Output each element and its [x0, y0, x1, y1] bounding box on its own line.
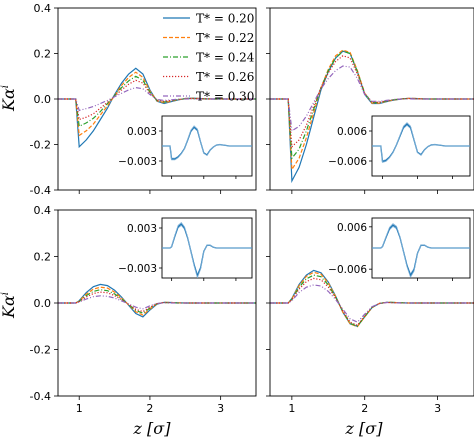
x-tick: 3	[217, 396, 224, 415]
inset-bottom-right: 0.006 −0.006	[328, 217, 471, 281]
series-group	[270, 269, 474, 328]
inset-y-tick: 0.006	[337, 222, 372, 234]
y-tick: -0.4	[30, 390, 58, 403]
inset-y-tick-label: 0.006	[337, 126, 367, 138]
xlabel-right: z [σ]	[345, 419, 384, 438]
panel-frame	[269, 7, 474, 191]
x-tick-label: 2	[361, 402, 368, 415]
series-line-5	[58, 295, 256, 310]
y-tick-label: 0.2	[34, 251, 52, 264]
y-tick-label: 0.4	[34, 204, 52, 217]
legend-label: T* = 0.24	[196, 51, 255, 65]
y-tick-label: 0.4	[34, 2, 52, 15]
x-tick-label: 2	[146, 402, 153, 415]
inset-line	[372, 122, 470, 163]
panel-frame	[57, 209, 257, 397]
inset-top-left: 0.003 −0.003	[118, 115, 253, 179]
inset-y-tick-label: 0.003	[127, 223, 157, 235]
y-tick: 0.2	[34, 251, 58, 264]
legend-entry: T* = 0.26	[163, 70, 254, 84]
panel-bottom-left: 1 2 3 -0.4 -0.2 0.0 0.2 0.4 0.003 −0.003	[30, 204, 257, 415]
inset-y-tick: 0.003	[127, 223, 162, 235]
x-tick: 1	[288, 396, 295, 415]
series-group	[58, 283, 256, 318]
x-tick: 2	[361, 396, 368, 415]
inset-line	[372, 223, 470, 278]
series-line-4	[58, 79, 256, 121]
ylabel-top: Kαi	[0, 85, 18, 112]
y-tick: 0.0	[34, 297, 58, 310]
series-line-4	[270, 277, 474, 327]
y-tick: 0.0	[34, 93, 58, 106]
series-group	[270, 49, 474, 184]
inset-y-tick: −0.003	[118, 263, 162, 275]
inset-y-tick-label: 0.003	[127, 126, 157, 138]
y-tick-label: 0.0	[34, 297, 52, 310]
inset-y-tick: −0.003	[118, 156, 162, 168]
legend-label: T* = 0.20	[196, 12, 254, 26]
legend: T* = 0.20 T* = 0.22 T* = 0.24 T* = 0.26 T* =…	[163, 12, 255, 104]
series-line-2	[270, 271, 474, 328]
inset-line	[162, 125, 252, 161]
y-tick: -0.2	[30, 139, 58, 152]
legend-label: T* = 0.22	[196, 31, 254, 45]
inset-y-tick: 0.006	[337, 126, 372, 138]
x-tick-label: 1	[288, 402, 295, 415]
y-tick-label: 0.2	[34, 48, 52, 61]
xlabel-left: z [σ]	[133, 419, 172, 438]
inset-y-tick: −0.006	[328, 264, 372, 276]
panel-frame	[269, 209, 474, 397]
y-tick-label: -0.4	[30, 184, 51, 197]
legend-entry: T* = 0.20	[163, 12, 254, 26]
series-line-5	[270, 65, 474, 132]
inset-y-tick-label: −0.006	[328, 264, 367, 276]
series-group	[58, 67, 256, 149]
ylabel-bottom: Kαi	[0, 292, 18, 319]
x-tick: 3	[434, 396, 441, 415]
x-tick-label: 1	[76, 402, 83, 415]
inset-y-tick: −0.006	[328, 156, 372, 168]
inset-y-tick-label: −0.003	[118, 156, 157, 168]
y-tick: 0.4	[34, 204, 58, 217]
y-tick: -0.2	[30, 344, 58, 357]
x-tick: 2	[146, 396, 153, 415]
inset-top-right: 0.006 −0.006	[328, 115, 471, 179]
inset-y-tick: 0.003	[127, 126, 162, 138]
panel-top-right: 0.006 −0.006	[266, 7, 474, 194]
x-tick: 1	[76, 396, 83, 415]
panel-bottom-right: 1 2 3 0.006 −0.006	[266, 209, 474, 415]
legend-entry: T* = 0.24	[163, 51, 255, 65]
y-tick: 0.2	[34, 48, 58, 61]
y-tick-label: -0.4	[30, 390, 51, 403]
legend-entry: T* = 0.22	[163, 31, 254, 45]
panels-layer: -0.4-0.20.00.20.40.003−0.0030.006−0.0061…	[30, 2, 474, 415]
series-line-1	[270, 269, 474, 328]
panel-frame	[57, 7, 257, 191]
series-line-4	[58, 291, 256, 313]
legend-entry: T* = 0.30	[163, 90, 254, 104]
x-tick-label: 3	[434, 402, 441, 415]
y-tick: 0.4	[34, 2, 58, 15]
series-line-2	[58, 286, 256, 316]
x-tick-label: 3	[217, 402, 224, 415]
series-line-3	[270, 50, 474, 160]
legend-label: T* = 0.26	[196, 70, 254, 84]
inset-y-tick-label: −0.003	[118, 263, 157, 275]
legend-label: T* = 0.30	[196, 90, 254, 104]
y-tick-label: 0.0	[34, 93, 52, 106]
y-tick-label: -0.2	[30, 139, 51, 152]
inset-y-tick-label: −0.006	[328, 156, 367, 168]
series-line-1	[58, 283, 256, 318]
inset-y-tick-label: 0.006	[337, 222, 367, 234]
inset-line	[162, 222, 252, 278]
series-line-4	[270, 55, 474, 149]
panel-top-left: -0.4 -0.2 0.0 0.2 0.4 0.003 −0.003	[30, 2, 257, 197]
inset-bottom-left: 0.003 −0.003	[118, 217, 253, 281]
y-tick: -0.4	[30, 184, 58, 197]
y-tick-label: -0.2	[30, 344, 51, 357]
